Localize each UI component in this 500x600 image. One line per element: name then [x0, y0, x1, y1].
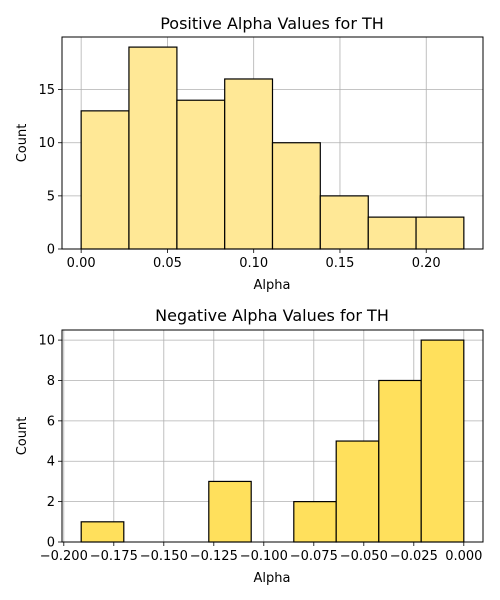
histogram-bar [176, 99, 226, 250]
y-tick-label: 4 [47, 455, 55, 470]
y-tick-label: 5 [47, 189, 55, 204]
y-axis-label: Count [15, 124, 30, 163]
x-tick-label: 0.00 [67, 256, 96, 271]
chart-title: Negative Alpha Values for TH [155, 306, 389, 325]
x-tick-label: 0.05 [153, 256, 182, 271]
histogram-bar [415, 216, 465, 250]
axes-frame [61, 329, 484, 543]
x-tick-label: −0.075 [290, 549, 338, 564]
y-tick-label: 15 [38, 83, 55, 98]
chart-title: Positive Alpha Values for TH [160, 14, 384, 33]
x-axis-label: Alpha [254, 278, 291, 293]
y-tick-label: 6 [47, 414, 55, 429]
x-tick-label: −0.200 [40, 549, 88, 564]
x-tick-label: −0.125 [190, 549, 238, 564]
histogram-bar [335, 440, 380, 543]
histogram-bar [319, 195, 369, 250]
y-tick-label: 0 [47, 243, 55, 258]
x-tick-label: 0.20 [412, 256, 441, 271]
x-tick-label: −0.150 [140, 549, 188, 564]
histogram-bar [367, 216, 417, 250]
histogram-bar [378, 379, 422, 543]
histogram-bar [293, 501, 337, 543]
y-tick-label: 10 [38, 136, 55, 151]
y-tick-label: 0 [47, 536, 55, 551]
y-tick-label: 2 [47, 495, 55, 510]
x-ticks: 0.00 0.05 0.10 0.15 0.20 [67, 249, 441, 271]
histogram-bar [128, 46, 178, 250]
histogram-bar [224, 78, 274, 250]
y-tick-label: 8 [47, 374, 55, 389]
x-tick-label: −0.050 [340, 549, 388, 564]
histogram-bar [271, 142, 321, 250]
y-ticks: 0 5 10 15 [38, 83, 62, 258]
x-tick-label: 0.15 [325, 256, 354, 271]
histogram-bar [80, 110, 130, 250]
x-ticks: −0.200 −0.175 −0.150 −0.125 −0.100 −0.075 −0.0… [40, 542, 482, 564]
x-tick-label: −0.175 [90, 549, 138, 564]
x-tick-label: −0.025 [390, 549, 438, 564]
negative-alpha-histogram: Negative Alpha Values for TH −0.200 −0.17… [15, 306, 484, 586]
y-tick-label: 10 [38, 334, 55, 349]
y-ticks: 0 2 4 6 8 10 [38, 334, 62, 551]
histogram-bars [80, 46, 465, 250]
histogram-bars [80, 339, 465, 543]
histogram-bar [80, 521, 125, 543]
histogram-bar [208, 480, 252, 543]
x-tick-label: 0.000 [445, 549, 482, 564]
x-tick-label: −0.100 [240, 549, 288, 564]
y-axis-label: Count [15, 417, 30, 456]
x-tick-label: 0.10 [239, 256, 268, 271]
x-axis-label: Alpha [254, 571, 291, 586]
histogram-bar [420, 339, 465, 543]
positive-alpha-histogram: Positive Alpha Values for TH 0.00 0.05 0.1… [15, 14, 484, 293]
